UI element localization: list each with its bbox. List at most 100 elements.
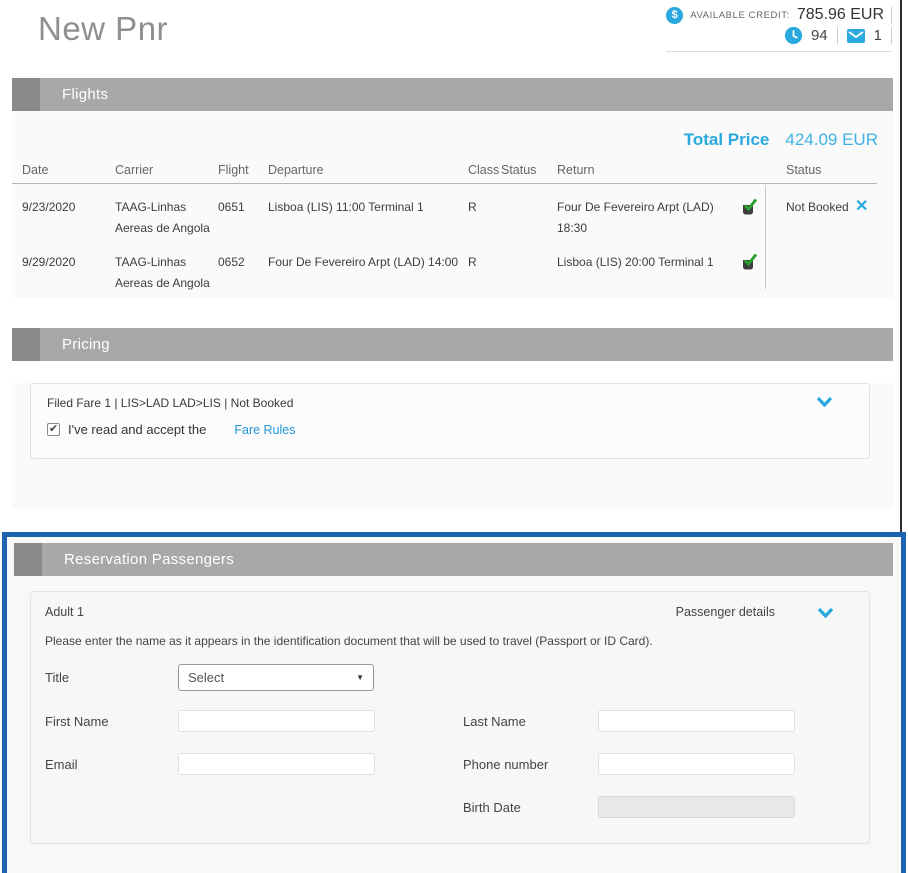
page-title: New Pnr (38, 10, 169, 47)
flights-section-header: Flights (12, 78, 893, 111)
queue-count: 94 (810, 27, 828, 44)
flight-number: 0651 (218, 200, 245, 214)
divider (836, 27, 838, 44)
col-carrier: Carrier (115, 163, 154, 177)
flight-row: 9/23/2020 TAAG-Linhas Aereas de Angola 06… (12, 184, 893, 239)
col-date: Date (22, 163, 49, 177)
actions-empty (855, 252, 893, 294)
first-name-field[interactable] (178, 710, 375, 732)
fare-summary: Filed Fare 1 | LIS>LAD LAD>LIS | Not Boo… (47, 396, 294, 410)
flight-status (501, 197, 557, 239)
last-name-label: Last Name (463, 713, 526, 729)
section-accent-square (12, 328, 40, 361)
col-icon (740, 163, 765, 177)
total-price-row: Total Price 424.09 EUR (12, 111, 878, 150)
clock-icon[interactable] (784, 27, 802, 44)
flight-class: R (468, 200, 477, 214)
message-count: 1 (873, 27, 882, 44)
email-label: Email (45, 756, 78, 772)
pricing-section-header: Pricing (12, 328, 893, 361)
col-return: Return (557, 163, 595, 177)
flights-section-title: Flights (62, 86, 109, 103)
flight-date: 9/29/2020 (22, 255, 76, 269)
pricing-section-title: Pricing (62, 336, 110, 353)
flights-section: Flights Total Price 424.09 EUR Date Carr… (12, 78, 893, 298)
col-actions (855, 163, 877, 177)
chevron-down-icon[interactable] (816, 394, 833, 412)
birth-date-field (598, 796, 795, 818)
phone-label: Phone number (463, 756, 549, 772)
page-header: New Pnr $ AVAILABLE CREDIT: 785.96 EUR 9… (0, 0, 908, 78)
col-booking-status: Status (786, 163, 822, 177)
passengers-section-header: Reservation Passengers (14, 543, 893, 576)
passenger-details-label: Passenger details (675, 605, 775, 619)
col-flight: Flight (218, 163, 249, 177)
names-row: First Name Last Name (45, 710, 855, 732)
section-accent-square (14, 543, 42, 576)
booking-status (765, 252, 855, 294)
counts-row: 94 1 (666, 27, 892, 52)
col-status: Status (501, 163, 537, 177)
credit-block: $ AVAILABLE CREDIT: 785.96 EUR 94 1 (666, 6, 892, 52)
accept-label: I've read and accept the (68, 422, 207, 437)
fare-card: Filed Fare 1 | LIS>LAD LAD>LIS | Not Boo… (30, 383, 870, 459)
mail-icon[interactable] (846, 28, 865, 43)
passenger-card: Adult 1 Passenger details Please enter t… (30, 591, 870, 844)
window-edge-line (900, 0, 902, 873)
chevron-down-icon[interactable] (817, 607, 834, 618)
flight-return: Four De Fevereiro Arpt (LAD) 18:30 (557, 200, 714, 235)
accept-checkbox[interactable]: ✔ (47, 423, 60, 436)
available-credit-row: $ AVAILABLE CREDIT: 785.96 EUR (666, 6, 892, 24)
pricing-section-body: Filed Fare 1 | LIS>LAD LAD>LIS | Not Boo… (12, 383, 893, 509)
contact-row: Email Phone number (45, 753, 855, 775)
baggage-checked-icon (740, 197, 765, 239)
available-credit-value: 785.96 EUR (796, 6, 884, 23)
email-field[interactable] (178, 753, 375, 775)
flights-table-header: Date Carrier Flight Departure Class Stat… (12, 163, 877, 184)
passenger-type-label: Adult 1 (45, 605, 84, 619)
total-price-label: Total Price (683, 130, 770, 149)
last-name-field[interactable] (598, 710, 795, 732)
birth-date-label: Birth Date (463, 799, 521, 815)
close-icon: ✕ (855, 198, 869, 215)
flight-date: 9/23/2020 (22, 200, 76, 214)
divider (891, 27, 892, 44)
total-price-value: 424.09 EUR (785, 130, 878, 149)
birth-date-row: Birth Date (45, 796, 855, 818)
passengers-section-title: Reservation Passengers (64, 551, 235, 568)
flight-carrier: TAAG-Linhas Aereas de Angola (115, 255, 210, 290)
title-label: Title (45, 670, 70, 685)
select-arrow-icon: ▼ (356, 673, 364, 682)
accept-fare-rules-row: ✔ I've read and accept the Fare Rules (47, 422, 853, 437)
passenger-details-toggle: Passenger details (676, 605, 834, 619)
flight-number: 0652 (218, 255, 245, 269)
flight-departure: Four De Fevereiro Arpt (LAD) 14:00 (268, 255, 459, 269)
flights-section-body: Total Price 424.09 EUR Date Carrier Flig… (12, 111, 893, 298)
flight-status (501, 252, 557, 294)
first-name-label: First Name (45, 713, 109, 729)
col-class: Class (468, 163, 500, 177)
flight-departure: Lisboa (LIS) 11:00 Terminal 1 (268, 200, 424, 214)
reservation-passengers-highlight: Reservation Passengers Adult 1 Passenger… (2, 532, 906, 873)
flight-carrier: TAAG-Linhas Aereas de Angola (115, 200, 210, 235)
flight-class: R (468, 255, 477, 269)
name-instruction-text: Please enter the name as it appears in t… (45, 634, 653, 648)
title-select-value: Select (188, 670, 225, 685)
flight-row: 9/29/2020 TAAG-Linhas Aereas de Angola 06… (12, 239, 893, 294)
passenger-card-header: Adult 1 Passenger details (45, 592, 855, 619)
flight-return: Lisboa (LIS) 20:00 Terminal 1 (557, 255, 714, 269)
baggage-checked-icon (740, 252, 765, 294)
dollar-icon: $ (666, 6, 684, 24)
col-departure: Departure (268, 163, 324, 177)
fare-rules-link[interactable]: Fare Rules (234, 422, 296, 437)
booking-status: Not Booked (786, 200, 849, 214)
phone-number-field[interactable] (598, 753, 795, 775)
title-select[interactable]: Select ▼ (178, 664, 374, 691)
pricing-section: Pricing Filed Fare 1 | LIS>LAD LAD>LIS |… (12, 328, 893, 509)
status-column-divider (765, 185, 766, 289)
remove-flight-button[interactable]: ✕ (855, 197, 893, 239)
available-credit-label: AVAILABLE CREDIT: (690, 9, 790, 21)
title-row: Title Select ▼ (45, 664, 855, 691)
section-accent-square (12, 78, 40, 111)
